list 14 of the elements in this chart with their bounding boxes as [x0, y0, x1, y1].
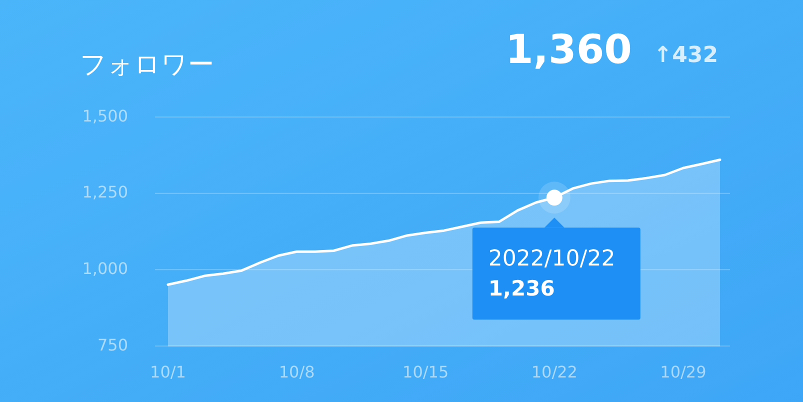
x-tick-label: 10/15	[402, 362, 449, 382]
y-tick-label: 1,000	[82, 259, 128, 278]
tooltip: 2022/10/22 1,236	[472, 182, 640, 320]
x-tick-label: 10/22	[531, 362, 578, 382]
text: 1,360	[505, 26, 632, 73]
text: ↑432	[654, 43, 718, 68]
y-tick-label: 1,250	[82, 182, 128, 202]
annotation: 2022/10/22 1,236	[488, 246, 616, 300]
x-tick-label: 10/29	[660, 362, 706, 382]
y-tick-label: 750	[97, 335, 128, 354]
y-tick-label: 1,500	[82, 106, 128, 126]
x-tick-label: 10/1	[150, 362, 186, 382]
x-tick-label: 10/8	[278, 362, 315, 382]
chart-title: フォロワー	[80, 50, 214, 80]
